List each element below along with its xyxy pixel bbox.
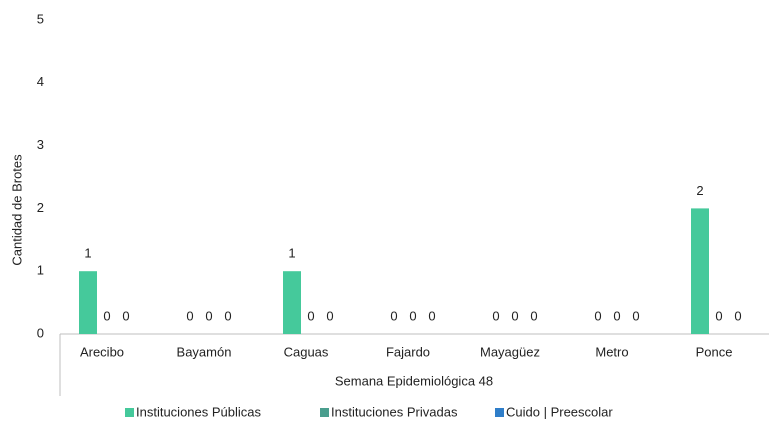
- data-label: 0: [205, 308, 212, 323]
- data-label: 0: [632, 308, 639, 323]
- data-label: 0: [103, 308, 110, 323]
- y-tick-label: 5: [37, 11, 44, 26]
- bar: [691, 208, 709, 334]
- data-label: 0: [122, 308, 129, 323]
- y-tick-label: 0: [37, 325, 44, 340]
- x-tick-label: Fajardo: [386, 344, 430, 359]
- data-label: 0: [511, 308, 518, 323]
- y-tick-label: 3: [37, 137, 44, 152]
- bar: [79, 271, 97, 334]
- data-label: 1: [288, 246, 295, 261]
- legend-label: Instituciones Públicas: [136, 404, 262, 419]
- data-label: 0: [307, 308, 314, 323]
- x-tick-label: Caguas: [284, 344, 329, 359]
- data-label: 0: [390, 308, 397, 323]
- x-tick-label: Arecibo: [80, 344, 124, 359]
- legend-label: Instituciones Privadas: [331, 404, 458, 419]
- y-tick-label: 2: [37, 200, 44, 215]
- data-label: 0: [224, 308, 231, 323]
- data-label: 0: [594, 308, 601, 323]
- y-axis-title: Cantidad de Brotes: [9, 154, 24, 266]
- data-label: 2: [696, 183, 703, 198]
- bar: [283, 271, 301, 334]
- legend-swatch: [495, 408, 504, 417]
- x-tick-label: Ponce: [696, 344, 733, 359]
- y-tick-label: 1: [37, 263, 44, 278]
- x-tick-label: Bayamón: [177, 344, 232, 359]
- data-label: 0: [186, 308, 193, 323]
- x-tick-label: Mayagüez: [480, 344, 540, 359]
- data-label: 0: [613, 308, 620, 323]
- data-label: 0: [409, 308, 416, 323]
- legend-swatch: [125, 408, 134, 417]
- data-label: 0: [734, 308, 741, 323]
- legend-swatch: [320, 408, 329, 417]
- data-label: 0: [326, 308, 333, 323]
- x-tick-label: Metro: [595, 344, 628, 359]
- data-label: 0: [715, 308, 722, 323]
- data-label: 0: [428, 308, 435, 323]
- x-axis-title: Semana Epidemiológica 48: [335, 373, 493, 388]
- y-tick-label: 4: [37, 74, 44, 89]
- legend-label: Cuido | Preescolar: [506, 404, 613, 419]
- data-label: 1: [84, 246, 91, 261]
- data-label: 0: [530, 308, 537, 323]
- data-label: 0: [492, 308, 499, 323]
